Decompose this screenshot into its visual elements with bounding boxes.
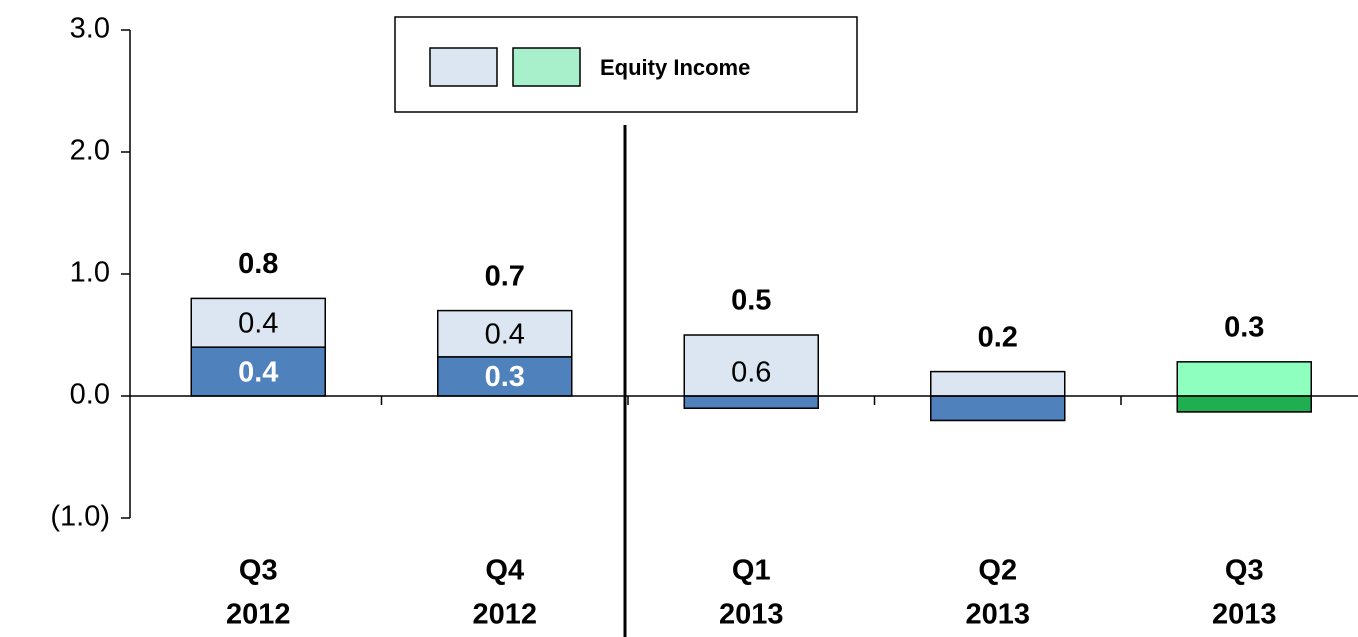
legend-label: Equity Income (600, 55, 750, 80)
segment-label: 0.4 (485, 318, 525, 350)
bar-segment (190, 346, 326, 397)
segment-label: 0.4 (238, 356, 278, 388)
legend-swatch (429, 47, 498, 87)
total-label: 0.3 (1224, 311, 1264, 343)
bar-segment (437, 356, 573, 397)
y-tick-label: (1.0) (50, 501, 110, 533)
x-tick-label: 2012 (472, 599, 537, 631)
x-tick-label: 2012 (226, 599, 291, 631)
total-label: 0.2 (978, 321, 1018, 353)
x-tick-label: Q3 (239, 555, 278, 587)
bar-segment (683, 395, 819, 409)
total-label: 0.7 (485, 260, 525, 292)
bar-segment (437, 309, 573, 358)
segment-label: 0.3 (485, 361, 525, 393)
x-tick-label: 2013 (1212, 599, 1277, 631)
x-tick-label: Q3 (1225, 555, 1264, 587)
bar-segment (190, 297, 326, 348)
x-tick-label: 2013 (965, 599, 1030, 631)
y-tick-label: 3.0 (70, 13, 110, 45)
x-tick-label: Q4 (485, 555, 524, 587)
total-label: 0.8 (238, 248, 278, 280)
x-tick-label: Q2 (978, 555, 1017, 587)
legend-swatch (512, 47, 581, 87)
y-tick-label: 0.0 (70, 379, 110, 411)
x-tick-label: 2013 (719, 599, 784, 631)
y-tick-label: 1.0 (70, 257, 110, 289)
bar-segment (930, 395, 1066, 422)
segment-label: 0.6 (731, 356, 771, 388)
bar-segment (1176, 395, 1312, 413)
x-tick-label: Q1 (732, 555, 771, 587)
y-tick-label: 2.0 (70, 135, 110, 167)
segment-label: 0.4 (238, 307, 278, 339)
total-label: 0.5 (731, 285, 771, 317)
